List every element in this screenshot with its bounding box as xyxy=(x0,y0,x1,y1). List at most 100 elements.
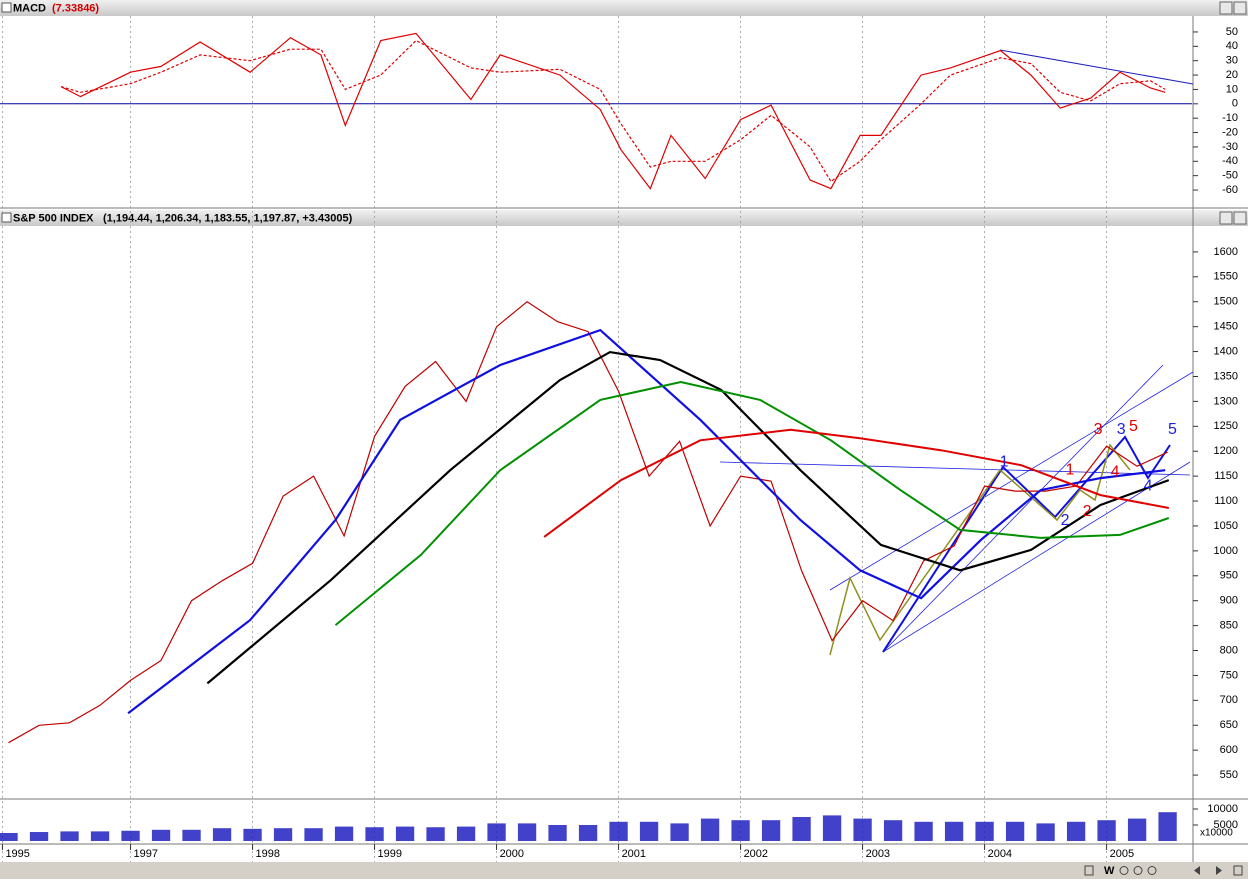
toolbar-button[interactable] xyxy=(1147,866,1157,875)
y-tick-label: -60 xyxy=(1222,184,1238,196)
y-tick-label: 550 xyxy=(1220,769,1238,781)
toolbar-button[interactable] xyxy=(1194,866,1200,875)
volume-bar xyxy=(578,824,598,841)
restore-button[interactable] xyxy=(1219,1,1233,15)
y-tick-label: 10000 xyxy=(1207,803,1238,815)
y-tick-label: 850 xyxy=(1220,620,1238,632)
x-tick-label: 1999 xyxy=(378,848,402,860)
panel-value: (1,194.44, 1,206.34, 1,183.55, 1,197.87,… xyxy=(103,212,353,224)
y-tick-label: -20 xyxy=(1222,126,1238,138)
toolbar xyxy=(0,862,1248,879)
toolbar-button[interactable] xyxy=(1119,866,1129,875)
volume-bar xyxy=(670,823,689,841)
x-tick-label: 1998 xyxy=(256,848,280,860)
y-tick-label: 1500 xyxy=(1214,296,1238,308)
volume-bar xyxy=(1005,821,1025,841)
volume-bar xyxy=(731,820,750,841)
volume-bar xyxy=(517,823,537,841)
series-line xyxy=(543,428,1169,538)
x-tick-label: 2004 xyxy=(988,848,1012,860)
toolbar-button[interactable] xyxy=(1084,865,1094,876)
volume-bar xyxy=(304,828,323,841)
y-tick-label: 1600 xyxy=(1214,246,1238,258)
x-tick-label: 2002 xyxy=(744,848,768,860)
trend-line xyxy=(882,364,1164,653)
volume-bar xyxy=(548,824,567,841)
y-tick-label: 900 xyxy=(1220,595,1238,607)
y-tick-label: 700 xyxy=(1220,694,1238,706)
close-button[interactable] xyxy=(1233,211,1247,225)
volume-bar xyxy=(60,831,79,841)
y-tick-label: 1200 xyxy=(1214,445,1238,457)
restore-button[interactable] xyxy=(1219,211,1233,225)
y-tick-label: 1050 xyxy=(1214,520,1238,532)
series-line xyxy=(60,39,1166,183)
panel-icon[interactable] xyxy=(1,212,12,223)
y-tick-label: 1300 xyxy=(1214,395,1238,407)
wave-label: 5 xyxy=(1129,418,1138,435)
volume-bar xyxy=(121,830,140,841)
y-tick-label: 10 xyxy=(1226,83,1238,95)
toolbar-button[interactable] xyxy=(1133,866,1143,875)
volume-bar xyxy=(975,821,994,841)
toolbar-button[interactable]: W xyxy=(1104,865,1115,877)
volume-bar xyxy=(944,821,964,841)
y-tick-label: 1400 xyxy=(1214,345,1238,357)
price-header xyxy=(0,210,1248,226)
close-button[interactable] xyxy=(1233,1,1247,15)
panel-value: (7.33846) xyxy=(52,2,99,14)
volume-bar xyxy=(0,832,18,841)
volume-bar xyxy=(1127,818,1147,841)
wave-line xyxy=(829,443,1131,656)
wave-label: 2 xyxy=(1083,503,1092,520)
toolbar-icons xyxy=(1084,865,1243,876)
volume-bar xyxy=(1097,820,1116,841)
volume-bar xyxy=(1066,821,1086,841)
volume-bar xyxy=(1158,812,1177,841)
volume-bar xyxy=(609,821,628,841)
toolbar-button[interactable] xyxy=(1216,866,1222,875)
volume-bar xyxy=(151,829,171,841)
x-tick-label: 2001 xyxy=(622,848,646,860)
y-tick-label: 800 xyxy=(1220,644,1238,656)
series-line xyxy=(334,380,1170,626)
volume-bar xyxy=(90,831,110,841)
volume-bar xyxy=(792,816,811,841)
plot-area: 1995 1997 1998 1999 2000 2001 2002 2003 2004 2005… xyxy=(0,16,1238,862)
panel-icon[interactable] xyxy=(1,2,12,13)
volume-bar xyxy=(426,827,445,841)
y-tick-label: 1450 xyxy=(1214,321,1238,333)
y-tick-label: 1100 xyxy=(1214,495,1238,507)
wave-label: 1 xyxy=(1000,453,1009,470)
volume-bar xyxy=(273,828,293,841)
volume-bar xyxy=(395,826,415,841)
volume-bar xyxy=(639,821,659,841)
x-tick-label: 2005 xyxy=(1110,848,1134,860)
y-tick-label: 1350 xyxy=(1214,370,1238,382)
y-tick-label: 1150 xyxy=(1214,470,1238,482)
wave-label: 2 xyxy=(1061,512,1070,529)
x-tick-label: 2000 xyxy=(500,848,524,860)
y-tick-label: -40 xyxy=(1222,155,1238,167)
trend-line xyxy=(882,461,1191,653)
series-line xyxy=(127,328,1166,715)
wave-label: 5 xyxy=(1168,421,1177,438)
y-tick-label: -30 xyxy=(1222,141,1238,153)
y-unit-label: x10000 xyxy=(1200,828,1233,839)
volume-bar xyxy=(822,815,842,841)
volume-bar xyxy=(700,818,720,841)
y-tick-label: 1250 xyxy=(1214,420,1238,432)
wave-label: 3 xyxy=(1117,421,1126,438)
wave-label: 4 xyxy=(1144,477,1153,494)
trend-line xyxy=(999,49,1194,85)
toolbar-button[interactable] xyxy=(1233,865,1243,876)
y-tick-label: 5000 xyxy=(1214,819,1238,831)
volume-bar xyxy=(853,818,872,841)
volume-bar xyxy=(334,826,354,841)
x-tick-label: 2003 xyxy=(866,848,890,860)
y-tick-label: 750 xyxy=(1220,669,1238,681)
volume-bar xyxy=(914,821,933,841)
volume-bar xyxy=(1036,823,1055,841)
